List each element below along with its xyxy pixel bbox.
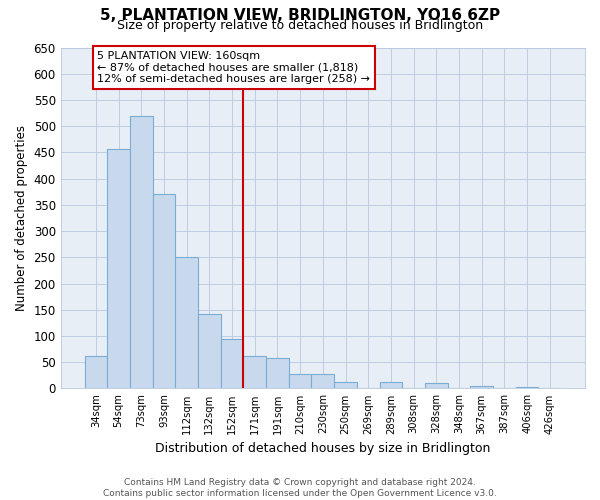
Bar xyxy=(198,314,221,388)
Bar xyxy=(289,374,311,388)
Bar xyxy=(311,374,334,388)
Bar xyxy=(85,356,107,388)
Y-axis label: Number of detached properties: Number of detached properties xyxy=(15,125,28,311)
Bar xyxy=(334,382,357,388)
Text: 5 PLANTATION VIEW: 160sqm
← 87% of detached houses are smaller (1,818)
12% of se: 5 PLANTATION VIEW: 160sqm ← 87% of detac… xyxy=(97,51,370,84)
Bar xyxy=(175,258,198,388)
Bar xyxy=(380,382,402,388)
Bar xyxy=(152,194,175,388)
Bar xyxy=(470,386,493,388)
Bar xyxy=(425,383,448,388)
Text: Contains HM Land Registry data © Crown copyright and database right 2024.
Contai: Contains HM Land Registry data © Crown c… xyxy=(103,478,497,498)
X-axis label: Distribution of detached houses by size in Bridlington: Distribution of detached houses by size … xyxy=(155,442,491,455)
Bar xyxy=(130,116,152,388)
Bar xyxy=(516,387,538,388)
Text: Size of property relative to detached houses in Bridlington: Size of property relative to detached ho… xyxy=(117,18,483,32)
Text: 5, PLANTATION VIEW, BRIDLINGTON, YO16 6ZP: 5, PLANTATION VIEW, BRIDLINGTON, YO16 6Z… xyxy=(100,8,500,22)
Bar xyxy=(244,356,266,388)
Bar xyxy=(221,339,244,388)
Bar xyxy=(107,148,130,388)
Bar xyxy=(266,358,289,388)
